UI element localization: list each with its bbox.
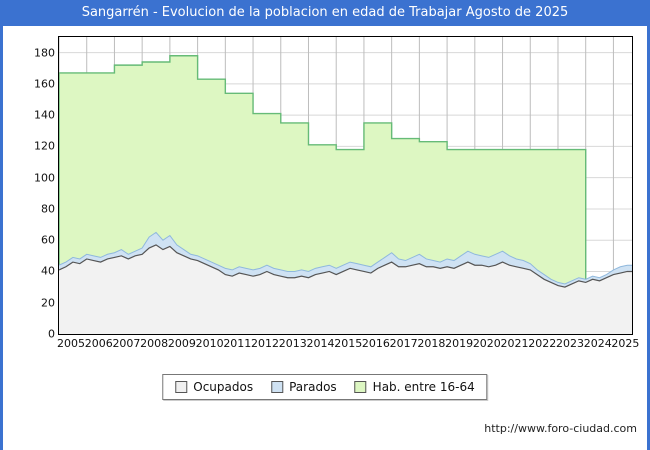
- y-tick-label: 120: [34, 139, 55, 153]
- x-tick-label: 2015: [334, 337, 363, 350]
- x-tick-label: 2024: [583, 337, 612, 350]
- y-tick-label: 180: [34, 46, 55, 60]
- legend-label-habitantes: Hab. entre 16-64: [372, 380, 475, 394]
- plot-area: [58, 36, 633, 335]
- chart-legend: Ocupados Parados Hab. entre 16-64: [162, 374, 488, 400]
- x-tick-label: 2016: [361, 337, 390, 350]
- y-tick-label: 160: [34, 77, 55, 91]
- x-tick-label: 2008: [140, 337, 169, 350]
- chart-container: FORO-CIUDAD.COM 020406080100120140160180…: [3, 26, 647, 450]
- legend-item-ocupados: Ocupados: [175, 380, 253, 394]
- x-tick-label: 2010: [195, 337, 224, 350]
- y-tick-label: 80: [41, 202, 55, 216]
- x-tick-label: 2023: [555, 337, 584, 350]
- y-axis: 0 20 40 60 80 100 120 140 160 180: [3, 36, 55, 340]
- legend-swatch-parados: [271, 381, 284, 393]
- legend-label-ocupados: Ocupados: [193, 380, 254, 394]
- footer-url: http://www.foro-ciudad.com: [484, 422, 637, 435]
- x-tick-label: 2009: [167, 337, 196, 350]
- x-tick-label: 2012: [251, 337, 280, 350]
- x-tick-label: 2017: [389, 337, 418, 350]
- x-tick-label: 2007: [112, 337, 141, 350]
- legend-label-parados: Parados: [289, 380, 337, 394]
- legend-item-habitantes: Hab. entre 16-64: [354, 380, 475, 394]
- x-tick-label: 2011: [223, 337, 252, 350]
- x-tick-label: 2019: [445, 337, 474, 350]
- x-tick-label: 2018: [417, 337, 446, 350]
- x-tick-label: 2013: [278, 337, 307, 350]
- legend-swatch-habitantes: [354, 381, 367, 393]
- window-title: Sangarrén - Evolucion de la poblacion en…: [0, 0, 650, 26]
- y-tick-label: 40: [41, 264, 55, 278]
- x-axis: 2005 2006 2007 2008 2009 2010 2011 2012 2013 2014…: [57, 337, 639, 357]
- y-tick-label: 100: [34, 171, 55, 185]
- legend-swatch-ocupados: [175, 381, 188, 393]
- x-tick-label: 2025: [611, 337, 640, 350]
- y-tick-label: 0: [48, 327, 55, 341]
- y-tick-label: 60: [41, 233, 55, 247]
- x-tick-label: 2006: [84, 337, 113, 350]
- x-tick-label: 2005: [57, 337, 85, 350]
- y-tick-label: 140: [34, 108, 55, 122]
- x-tick-label: 2020: [472, 337, 501, 350]
- x-tick-label: 2022: [528, 337, 557, 350]
- chart-svg: [59, 37, 632, 334]
- x-tick-label: 2021: [500, 337, 529, 350]
- x-tick-label: 2014: [306, 337, 335, 350]
- legend-item-parados: Parados: [271, 380, 337, 394]
- y-tick-label: 20: [41, 296, 55, 310]
